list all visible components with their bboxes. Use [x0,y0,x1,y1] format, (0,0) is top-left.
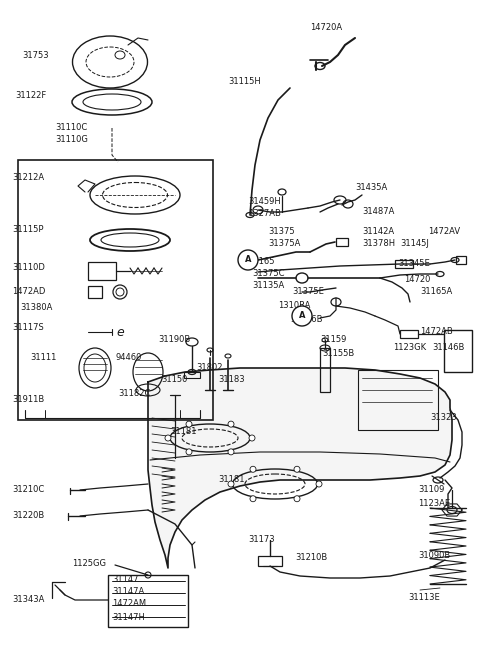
Circle shape [238,250,258,270]
Text: 31145J: 31145J [400,240,429,248]
Text: 31802: 31802 [196,364,223,373]
Bar [258,556,282,566]
Text: 31210C: 31210C [12,485,44,495]
Bar [88,262,116,280]
Text: 1123AE: 1123AE [418,500,450,508]
Text: 1472AD: 1472AD [12,288,46,297]
Text: 31135A: 31135A [252,282,284,291]
Text: 1327AB: 1327AB [248,210,281,219]
Text: 31380A: 31380A [20,303,52,312]
Text: 31190B: 31190B [158,335,190,345]
Text: 31165A: 31165A [420,288,452,297]
Circle shape [186,421,192,427]
Text: 31110G: 31110G [55,136,88,145]
Circle shape [292,306,312,326]
Bar [444,330,472,372]
Bar [395,260,413,268]
Text: 31220B: 31220B [12,512,44,521]
Bar [456,256,466,264]
Text: 31343A: 31343A [12,595,44,605]
Text: 31113E: 31113E [408,593,440,603]
Circle shape [294,466,300,472]
Circle shape [250,496,256,502]
Text: 31375E: 31375E [292,288,324,297]
Text: 31147H: 31147H [112,612,145,622]
Text: 31117S: 31117S [12,322,44,331]
Text: 31147A: 31147A [112,588,144,597]
Circle shape [294,496,300,502]
Text: 31435A: 31435A [355,183,387,193]
Circle shape [165,435,171,441]
Text: 1310RA: 1310RA [278,301,311,310]
Text: 31459H: 31459H [248,198,281,206]
Text: 31090B: 31090B [418,552,450,561]
Text: 31176B: 31176B [290,316,323,324]
Text: 1123GK: 1123GK [393,343,426,352]
Text: 31110C: 31110C [55,124,87,132]
Bar [88,286,102,298]
Text: 14720A: 14720A [310,24,342,33]
Text: 31378H: 31378H [362,240,395,248]
Circle shape [228,481,234,487]
Circle shape [228,449,234,455]
Text: A: A [299,312,305,320]
Text: 31146B: 31146B [432,343,464,352]
Text: 31115P: 31115P [12,225,44,234]
Bar [336,238,348,246]
Text: 14720: 14720 [404,276,431,284]
Text: 31487A: 31487A [362,206,395,215]
Text: 31181: 31181 [170,428,196,436]
Text: 31181: 31181 [218,476,244,485]
Text: 1125GG: 1125GG [72,559,106,569]
Text: 1472AV: 1472AV [428,227,460,236]
Text: 31375: 31375 [268,227,295,236]
Text: 31183: 31183 [218,375,245,384]
Text: 31753: 31753 [22,50,48,60]
Text: 1472AM: 1472AM [112,599,146,608]
Text: 31122F: 31122F [15,90,46,100]
Bar [320,348,330,392]
Text: 31165: 31165 [248,257,275,267]
Bar [18,160,213,420]
Text: 31115H: 31115H [228,77,261,86]
Text: 31111: 31111 [30,354,56,362]
Circle shape [250,466,256,472]
Text: A: A [245,255,251,265]
Bar [184,372,200,378]
Text: 31911B: 31911B [12,396,44,405]
Text: 31142A: 31142A [362,227,394,236]
Text: 31147: 31147 [112,576,139,584]
Bar [108,575,188,627]
Text: 31109: 31109 [418,485,444,495]
Text: 31159: 31159 [320,335,347,345]
Text: 94460: 94460 [115,354,142,362]
Circle shape [228,421,234,427]
Bar [400,330,418,338]
Text: 31155B: 31155B [322,348,354,358]
Text: 31375A: 31375A [268,240,300,248]
Circle shape [249,435,255,441]
Text: 31323: 31323 [430,413,456,422]
Bar [358,370,438,430]
Circle shape [316,481,322,487]
Text: 31173: 31173 [248,536,275,544]
Text: 1472AB: 1472AB [420,328,453,337]
Text: 31375C: 31375C [252,269,285,278]
Text: 31210B: 31210B [295,553,327,563]
Text: 31212A: 31212A [12,174,44,183]
Circle shape [186,449,192,455]
Text: e: e [116,326,124,339]
Text: 31345E: 31345E [398,259,430,269]
Text: 31182C: 31182C [118,390,150,398]
Text: 31150: 31150 [161,375,187,384]
Polygon shape [148,368,452,568]
Text: 31110D: 31110D [12,263,45,272]
